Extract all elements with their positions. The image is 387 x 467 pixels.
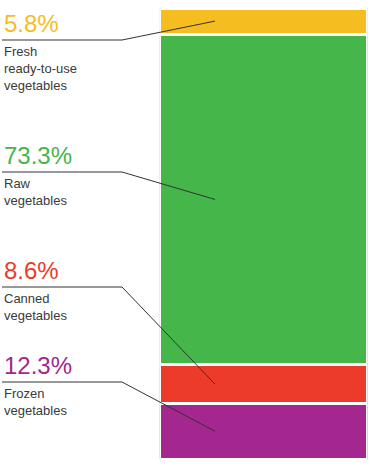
svg-text:8.6%: 8.6% (4, 257, 59, 284)
svg-text:Cannedvegetables: Cannedvegetables (4, 291, 67, 323)
svg-text:Freshready-to-usevegetables: Freshready-to-usevegetables (4, 44, 77, 93)
svg-text:Frozenvegetables: Frozenvegetables (4, 386, 67, 418)
svg-text:73.3%: 73.3% (4, 142, 72, 169)
svg-text:5.8%: 5.8% (4, 10, 59, 37)
svg-text:Rawvegetables: Rawvegetables (4, 176, 67, 208)
svg-text:12.3%: 12.3% (4, 352, 72, 379)
